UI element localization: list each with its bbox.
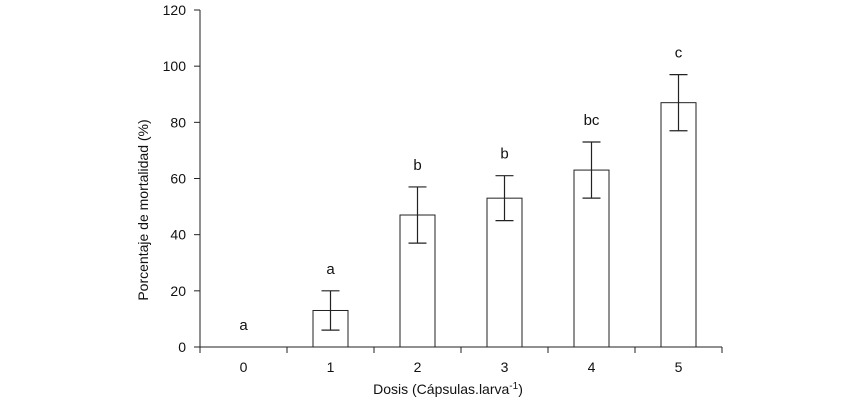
x-tick-label: 0 (240, 359, 248, 375)
x-axis-title-main: Dosis (Cápsulas.larva (373, 381, 509, 397)
significance-label: a (239, 317, 248, 334)
y-tick-label: 100 (163, 58, 187, 74)
x-tick-label: 5 (675, 359, 683, 375)
y-tick-label: 20 (170, 283, 186, 299)
y-tick-label: 0 (178, 339, 186, 355)
significance-label: a (326, 261, 335, 278)
x-tick-label: 1 (327, 359, 335, 375)
significance-label: b (500, 146, 508, 163)
x-tick-label: 3 (501, 359, 509, 375)
x-axis-title: Dosis (Cápsulas.larva-1) (373, 381, 523, 398)
significance-labels-group: a a b b bc c (239, 45, 682, 334)
bar (660, 102, 697, 348)
x-axis-title-suffix: ) (518, 381, 523, 397)
bars-group (312, 102, 697, 348)
x-tick-label: 2 (414, 359, 422, 375)
error-bars-group (321, 73, 688, 331)
y-tick-label: 40 (170, 227, 186, 243)
x-axis-title-superscript: -1 (509, 381, 518, 392)
x-tick-label: 4 (588, 359, 596, 375)
y-tick-label: 60 (170, 171, 186, 187)
axes-group: 0 20 40 60 80 100 120 0 1 2 3 4 5 (163, 2, 723, 375)
y-tick-label: 80 (170, 114, 186, 130)
significance-label: bc (584, 112, 600, 129)
significance-label: c (675, 45, 683, 62)
y-axis-title: Porcentaje de mortalidad (%) (135, 119, 151, 300)
significance-label: b (413, 157, 421, 174)
bar (573, 169, 610, 348)
y-tick-label: 120 (163, 2, 187, 18)
